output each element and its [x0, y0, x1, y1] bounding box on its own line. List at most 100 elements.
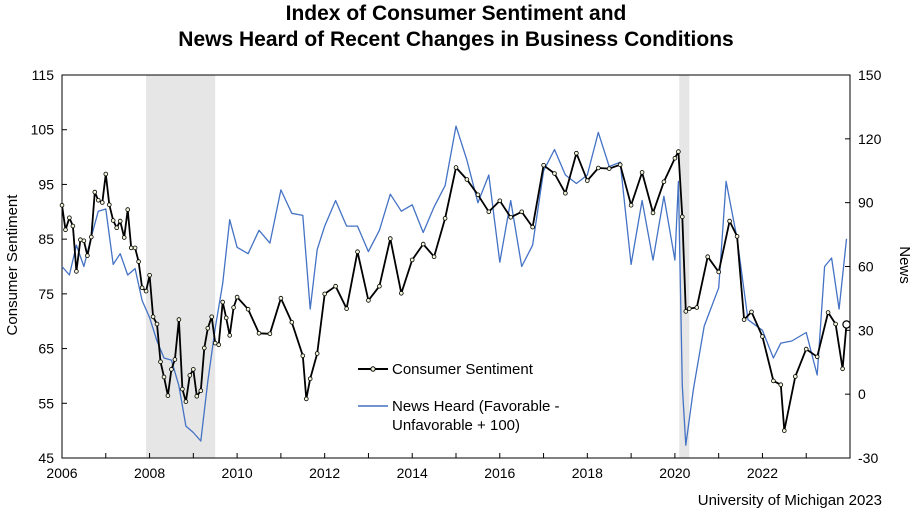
- legend-label-news-heard-line2: Unfavorable + 100): [392, 417, 520, 434]
- consumer-sentiment-point: [256, 330, 262, 336]
- consumer-sentiment-point: [147, 272, 152, 278]
- consumer-sentiment-point: [136, 259, 141, 264]
- consumer-sentiment-point: [442, 216, 448, 221]
- consumer-sentiment-point: [85, 253, 90, 258]
- consumer-sentiment-point: [128, 245, 134, 251]
- legend-label-news-heard: News Heard (Favorable - Unfavorable + 10…: [392, 398, 564, 434]
- consumer-sentiment-point: [231, 305, 236, 310]
- legend-marker-consumer-sentiment: [370, 366, 376, 372]
- consumer-sentiment-point: [679, 214, 685, 220]
- consumer-sentiment-point: [686, 306, 692, 311]
- consumer-sentiment-point: [234, 294, 240, 300]
- consumer-sentiment-point: [63, 227, 68, 233]
- consumer-sentiment-point: [409, 257, 415, 263]
- consumer-sentiment-point: [245, 306, 251, 312]
- consumer-sentiment-point: [194, 393, 200, 399]
- consumer-sentiment-point: [650, 210, 656, 216]
- consumer-sentiment-point: [161, 374, 167, 380]
- consumer-sentiment-point: [139, 285, 145, 291]
- consumer-sentiment-point: [842, 320, 851, 329]
- consumer-sentiment-point: [216, 342, 222, 348]
- consumer-sentiment-point: [100, 200, 105, 205]
- consumer-sentiment-point: [840, 366, 845, 372]
- consumer-sentiment-point: [180, 386, 185, 392]
- x-tick-label: 2006: [46, 465, 77, 481]
- consumer-sentiment-point: [530, 224, 535, 230]
- y-axis-left-title: Consumer Sentiment: [4, 194, 21, 336]
- consumer-sentiment-point: [107, 202, 112, 208]
- x-tick-label: 2008: [134, 465, 165, 481]
- consumer-sentiment-point: [617, 162, 623, 168]
- consumer-sentiment-point: [741, 317, 747, 322]
- consumer-sentiment-point: [205, 325, 211, 331]
- consumer-sentiment-point: [377, 283, 382, 289]
- consumer-sentiment-point: [172, 357, 178, 362]
- consumer-sentiment-point: [683, 309, 689, 314]
- y-right-tick-label: 90: [858, 195, 874, 211]
- consumer-sentiment-point: [125, 207, 130, 212]
- consumer-sentiment-point: [209, 314, 215, 320]
- consumer-sentiment-point: [117, 218, 123, 224]
- consumer-sentiment-point: [803, 346, 809, 352]
- consumer-sentiment-point: [431, 254, 437, 260]
- consumer-sentiment-point: [453, 165, 459, 170]
- y-left-tick-label: 105: [31, 122, 55, 138]
- consumer-sentiment-point: [694, 305, 700, 310]
- consumer-sentiment-point: [606, 166, 612, 171]
- consumer-sentiment-point: [150, 314, 156, 320]
- y-left-tick-label: 85: [38, 231, 54, 247]
- recession-band: [146, 75, 216, 458]
- consumer-sentiment-point: [398, 290, 404, 296]
- consumer-sentiment-point: [552, 171, 557, 176]
- consumer-sentiment-point: [114, 225, 119, 231]
- x-tick-label: 2016: [484, 465, 515, 481]
- consumer-sentiment-point: [716, 269, 721, 275]
- consumer-sentiment-point: [574, 150, 579, 156]
- consumer-sentiment-point: [639, 170, 645, 175]
- consumer-sentiment-point: [705, 254, 710, 260]
- consumer-sentiment-point: [183, 399, 189, 404]
- consumer-sentiment-point: [96, 198, 101, 203]
- consumer-sentiment-point: [67, 215, 72, 221]
- consumer-sentiment-point: [89, 234, 94, 240]
- consumer-sentiment-point: [303, 396, 309, 402]
- consumer-sentiment-point: [833, 321, 838, 327]
- consumer-sentiment-point: [727, 218, 732, 224]
- y-left-tick-label: 115: [32, 67, 55, 83]
- x-tick-label: 2010: [222, 465, 253, 481]
- x-tick-label: 2020: [659, 465, 690, 481]
- consumer-sentiment-point: [734, 234, 740, 239]
- consumer-sentiment-point: [595, 165, 601, 171]
- consumer-sentiment-point: [176, 317, 182, 322]
- consumer-sentiment-point: [508, 215, 514, 220]
- legend-label-consumer-sentiment: Consumer Sentiment: [392, 361, 534, 378]
- consumer-sentiment-point: [202, 345, 207, 351]
- consumer-sentiment-point: [475, 192, 481, 198]
- consumer-sentiment-point: [314, 351, 320, 356]
- consumer-sentiment-point: [387, 236, 393, 241]
- series-lines: [59, 125, 851, 446]
- consumer-sentiment-point: [781, 428, 787, 433]
- consumer-sentiment-point: [420, 241, 426, 247]
- y-left-tick-label: 45: [38, 450, 54, 466]
- consumer-sentiment-point: [584, 178, 590, 183]
- consumer-sentiment-point: [519, 209, 524, 215]
- consumer-sentiment-point: [289, 319, 295, 325]
- x-tick-label: 2012: [309, 465, 340, 481]
- consumer-sentiment-point: [497, 198, 503, 204]
- consumer-sentiment-point: [81, 238, 87, 244]
- consumer-sentiment-point: [191, 367, 196, 372]
- y-left-tick-label: 55: [38, 395, 54, 411]
- y-right-tick-label: 0: [858, 386, 866, 402]
- consumer-sentiment-point: [661, 179, 667, 185]
- consumer-sentiment-point: [749, 309, 754, 315]
- consumer-sentiment-point: [220, 299, 226, 305]
- y-right-tick-label: 150: [858, 67, 882, 83]
- consumer-sentiment-point: [300, 353, 306, 359]
- consumer-sentiment-point: [563, 190, 568, 196]
- consumer-sentiment-point: [814, 354, 820, 360]
- consumer-sentiment-point: [278, 295, 284, 301]
- x-tick-label: 2018: [572, 465, 603, 481]
- consumer-sentiment-point: [110, 218, 116, 223]
